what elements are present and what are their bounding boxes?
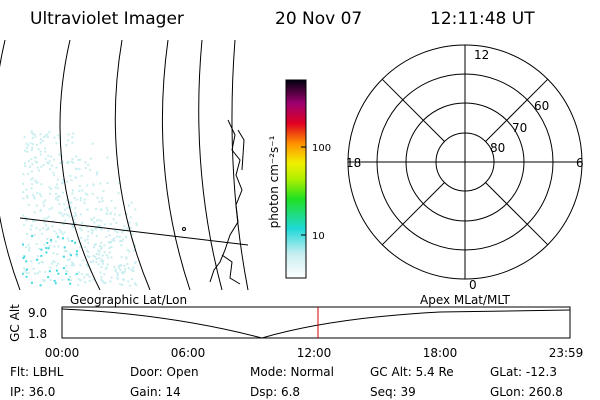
meridian	[161, 40, 191, 290]
lat-label: 70	[512, 121, 527, 135]
title: Ultraviolet Imager	[30, 9, 184, 29]
emission	[22, 130, 138, 287]
mlt-label: 18	[346, 156, 361, 170]
info-field: Gain: 14	[130, 385, 181, 399]
parallel	[19, 217, 249, 246]
info-field: GLat: -12.3	[490, 365, 557, 379]
colorbar	[285, 79, 307, 279]
time: 12:11:48 UT	[430, 9, 535, 29]
y-tick-label: 9.0	[28, 306, 47, 320]
colorbar-tick: 100	[312, 143, 331, 154]
coastline	[209, 119, 245, 285]
lat-label: 80	[490, 141, 505, 155]
meridian	[198, 40, 223, 290]
info-field: Mode: Normal	[250, 365, 334, 379]
marker	[182, 227, 186, 231]
colorbar-tick: 10	[312, 231, 325, 242]
info-field: IP: 36.0	[10, 385, 55, 399]
meridian	[231, 40, 249, 290]
polar-grid	[347, 44, 583, 280]
info-field: Flt: LBHL	[10, 365, 64, 379]
map	[0, 40, 249, 290]
x-tick-label: 23:59	[549, 346, 584, 360]
x-tick-label: 00:00	[45, 346, 80, 360]
info-field: Door: Open	[130, 365, 199, 379]
meridian	[0, 40, 21, 290]
map-label: Apex MLat/MLT	[420, 293, 510, 307]
info-field: Seq: 39	[370, 385, 416, 399]
meridian	[59, 40, 101, 290]
y-tick-label: 1.8	[28, 327, 47, 341]
y-label: GC Alt	[8, 304, 22, 342]
info-field: GC Alt: 5.4 Re	[370, 365, 454, 379]
info-field: Dsp: 6.8	[250, 385, 300, 399]
altitude-frame	[61, 306, 571, 339]
altitude-curve	[61, 308, 571, 339]
info-field: GLon: 260.8	[490, 385, 563, 399]
mlt-label: 12	[474, 48, 489, 62]
meridian	[114, 40, 151, 290]
colorbar-label: photon cm⁻²s⁻¹	[267, 135, 281, 228]
x-tick-label: 06:00	[171, 346, 206, 360]
x-tick-label: 12:00	[297, 346, 332, 360]
lat-label: 60	[534, 99, 549, 113]
x-tick-label: 18:00	[423, 346, 458, 360]
mlt-label: 6	[576, 156, 584, 170]
mlt-label: 0	[469, 278, 477, 292]
date: 20 Nov 07	[275, 9, 362, 29]
map-label: Geographic Lat/Lon	[70, 293, 187, 307]
